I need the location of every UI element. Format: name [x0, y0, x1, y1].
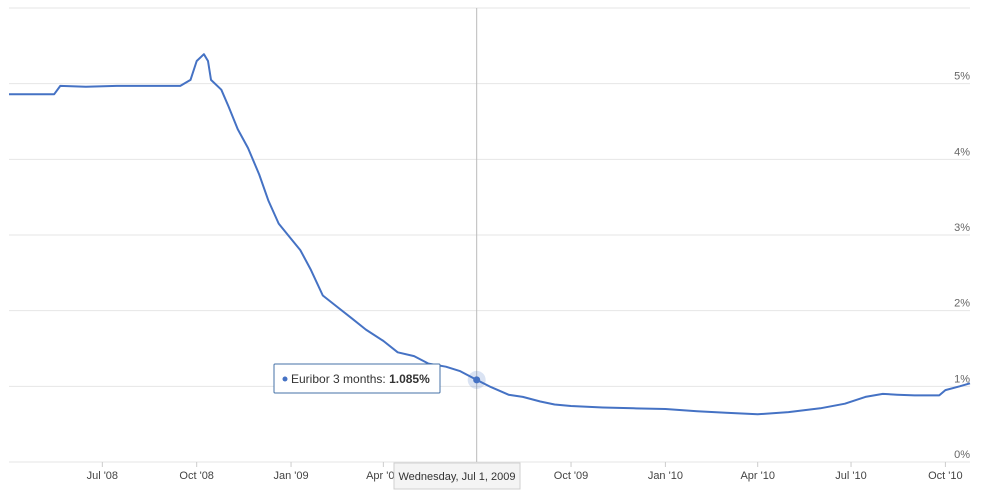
x-tick-label: Jan '10: [648, 470, 683, 482]
x-tick-label: Oct '08: [179, 470, 214, 482]
tooltip-series-marker: [282, 376, 288, 382]
x-tick-label: Jul '10: [835, 470, 866, 482]
date-label: Wednesday, Jul 1, 2009: [393, 462, 521, 490]
y-tick-label: 5%: [954, 71, 970, 83]
y-tick-label: 1%: [954, 373, 970, 385]
tooltip-text: Euribor 3 months: 1.085%: [291, 372, 430, 386]
tooltip-value: 1.085%: [389, 372, 430, 386]
date-label-text: Wednesday, Jul 1, 2009: [398, 471, 515, 483]
y-tick-label: 4%: [954, 146, 970, 158]
y-tick-label: 2%: [954, 298, 970, 310]
x-tick-label: Apr '10: [740, 470, 775, 482]
tooltip: Euribor 3 months: 1.085%: [273, 363, 441, 394]
y-tick-label: 3%: [954, 222, 970, 234]
x-tick-label: Oct '09: [554, 470, 589, 482]
tooltip-series-label: Euribor 3 months:: [291, 372, 386, 386]
highlight-point[interactable]: [473, 376, 481, 384]
y-axis-ticks: 0% 1% 2% 3% 4% 5%: [954, 71, 970, 461]
x-tick-label: Apr '09: [366, 470, 401, 482]
date-label-box: [393, 462, 521, 490]
series-line-euribor[interactable]: [9, 53, 971, 416]
x-axis-ticks: Jul '08 Oct '08 Jan '09 Apr '09 Oct '09 Jan '…: [87, 462, 963, 482]
tooltip-box: [273, 363, 441, 394]
y-tick-label: 0%: [954, 449, 970, 461]
grid-lines: [9, 7, 970, 463]
x-tick-label: Jan '09: [273, 470, 308, 482]
x-tick-label: Oct '10: [928, 470, 963, 482]
x-tick-label: Jul '08: [87, 470, 118, 482]
